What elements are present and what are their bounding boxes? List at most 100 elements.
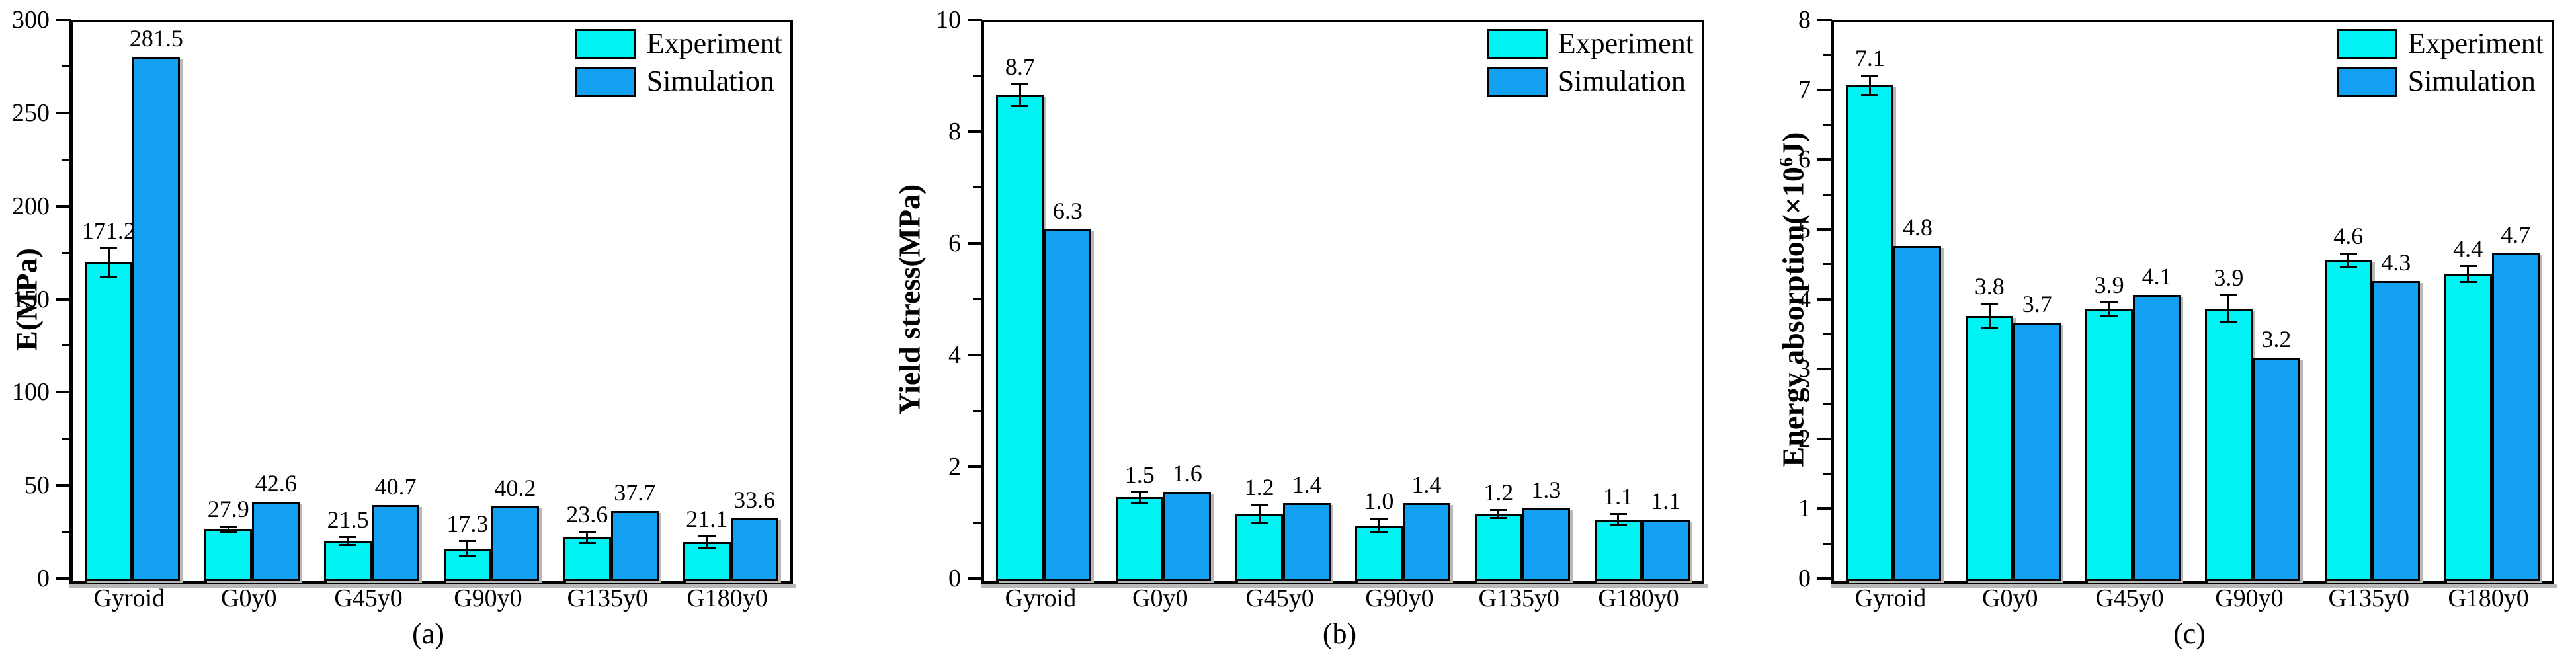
value-label-experiment-g45y0: 21.5 [327,506,369,533]
bar-experiment-g45y0 [2085,309,2134,581]
category-label-g135y0: G135y0 [1478,584,1559,612]
error-bar-cap-top [2339,252,2357,255]
category-label-g180y0: G180y0 [1598,584,1679,612]
error-bar-cap-bottom [1131,502,1149,504]
legend: Experiment Simulation [1486,28,1694,97]
y-minor-tick [1823,123,1831,126]
caption-a: (a) [412,617,444,650]
legend-item-experiment: Experiment [575,28,782,59]
error-bar-cap-top [1251,503,1268,506]
y-minor-tick [62,251,70,254]
value-label-experiment-g180y0: 1.1 [1603,483,1634,510]
bar-experiment-gyroid [85,262,133,581]
y-tick-label: 50 [24,471,50,500]
y-major-tick [56,19,71,21]
bar-simulation-g0y0 [252,502,300,581]
caption-c: (c) [2173,617,2206,650]
y-tick-label: 5 [1798,215,1811,243]
y-major-tick [1817,297,1832,301]
error-bar-stem [1378,520,1380,531]
bar-simulation-g135y0 [2372,280,2420,581]
category-label-gyroid: Gyroid [1005,584,1077,612]
value-label-experiment-g45y0: 3.9 [2094,271,2124,298]
bar-simulation-g0y0 [2013,323,2061,581]
bar-experiment-g90y0 [1354,525,1403,581]
error-bar-cap-top [339,536,357,539]
error-bar-cap-bottom [1251,522,1268,525]
y-tick-label: 250 [12,99,50,127]
error-bar-stem [466,542,469,556]
y-tick-label: 150 [12,285,50,313]
bar-simulation-g45y0 [1283,502,1331,581]
bar-experiment-g180y0 [2444,274,2492,581]
error-bar-stem [1868,77,1871,94]
error-bar-cap-top [1489,509,1507,512]
y-major-tick [968,465,982,468]
error-bar-cap-bottom [1489,516,1507,519]
error-bar-stem [1497,511,1500,517]
legend-swatch-simulation [1486,66,1548,97]
value-label-simulation-g135y0: 1.3 [1531,477,1561,504]
y-tick-label: 100 [12,378,50,407]
error-bar-cap-top [1609,513,1627,516]
bar-simulation-gyroid [1044,229,1092,581]
y-major-tick [56,577,71,580]
bar-experiment-g45y0 [324,541,372,581]
legend-label-simulation: Simulation [646,65,774,97]
bar-simulation-g45y0 [372,505,420,581]
error-bar-cap-top [2220,294,2237,297]
value-label-simulation-gyroid: 4.8 [1902,214,1932,241]
y-minor-tick [62,158,70,161]
bar-experiment-g90y0 [2204,309,2253,581]
y-minor-tick [1823,542,1831,545]
y-minor-tick [1823,54,1831,56]
y-major-tick [968,354,982,356]
legend-label-experiment: Experiment [2407,27,2544,59]
legend-item-experiment: Experiment [2336,27,2544,59]
y-minor-tick [1823,333,1831,335]
plot-area-a: 171.2 281.5 27.9 42.6 21.5 40.7 17.3 40.2 23.6 37… [69,20,796,588]
chart-panel-b: Yield stress(MPa) 8.7 6.3 1.5 1.6 1.2 1.4 1.0 1… [858,0,1717,671]
value-label-experiment-g0y0: 1.5 [1124,461,1155,488]
chart-panel-a: E(MPa) 171.2 281.5 27.9 42.6 21.5 40.7 17.3 40.… [0,0,858,671]
value-label-simulation-gyroid: 281.5 [129,25,183,52]
bar-simulation-g180y0 [730,518,778,581]
error-bar-cap-bottom [2339,265,2357,268]
legend-item-simulation: Simulation [1486,65,1694,97]
bar-simulation-g135y0 [1522,508,1570,581]
y-major-tick [1817,227,1832,231]
bar-simulation-g180y0 [2491,253,2540,581]
y-minor-tick [1823,263,1831,266]
category-label-g90y0: G90y0 [1365,584,1434,612]
y-minor-tick [62,344,70,347]
y-major-tick [1817,507,1832,510]
category-label-g45y0: G45y0 [1245,584,1314,612]
value-label-simulation-g135y0: 37.7 [614,479,656,506]
error-bar-cap-bottom [339,543,357,546]
y-minor-tick [973,298,981,300]
error-bar-cap-top [220,525,237,528]
error-bar-cap-bottom [458,555,476,558]
error-bar-cap-top [2100,301,2118,303]
legend-swatch-experiment [575,28,636,59]
legend-swatch-experiment [2336,28,2397,59]
y-major-tick [56,484,71,487]
error-bar-cap-top [1131,491,1149,493]
y-tick-label: 2 [1798,424,1811,453]
legend-label-simulation: Simulation [2407,65,2536,97]
bar-simulation-g90y0 [1402,502,1450,581]
value-label-experiment-gyroid: 171.2 [81,217,136,245]
error-bar-cap-top [1981,302,1999,305]
error-bar-cap-bottom [2220,321,2237,324]
error-bar-cap-top [698,535,716,537]
error-bar-stem [107,249,110,276]
y-tick-label: 200 [12,192,50,220]
value-label-experiment-g90y0: 3.9 [2214,264,2244,292]
value-label-simulation-g45y0: 40.7 [374,473,417,500]
error-bar-stem [227,527,229,532]
y-tick-label: 300 [12,6,50,34]
value-label-experiment-g180y0: 21.1 [686,505,728,532]
y-tick-label: 6 [1798,145,1811,174]
value-label-simulation-g90y0: 1.4 [1411,471,1442,498]
